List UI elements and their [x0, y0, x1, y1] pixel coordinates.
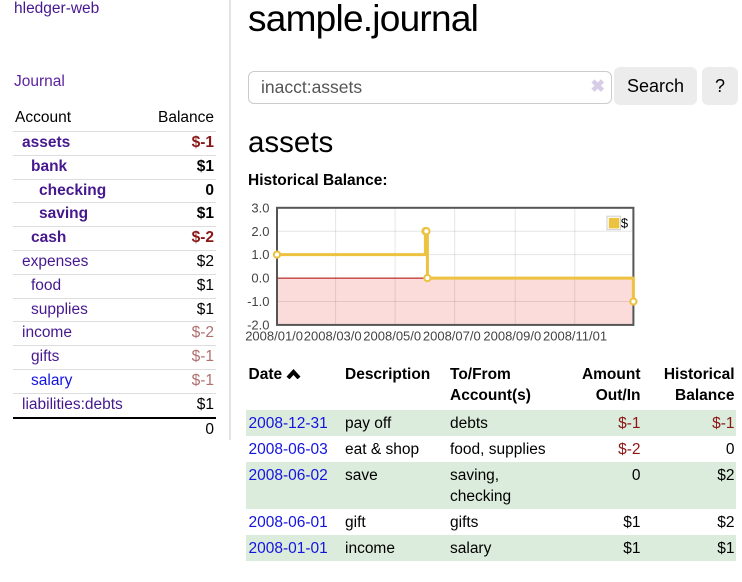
svg-text:2008/01/0: 2008/01/0 [245, 328, 303, 343]
svg-text:2008/03/0: 2008/03/0 [304, 328, 362, 343]
svg-text:2008/05/0: 2008/05/0 [363, 328, 421, 343]
svg-text:2008/09/0: 2008/09/0 [483, 328, 541, 343]
svg-text:2.0: 2.0 [251, 224, 269, 239]
svg-text:2008/11/01: 2008/11/01 [543, 328, 607, 343]
svg-text:-1.0: -1.0 [247, 294, 269, 309]
svg-text:$: $ [621, 215, 629, 230]
svg-text:3.0: 3.0 [251, 200, 269, 215]
svg-text:-2.0: -2.0 [247, 318, 269, 333]
svg-text:0.0: 0.0 [251, 271, 269, 286]
svg-text:2008/07/0: 2008/07/0 [423, 328, 481, 343]
svg-text:1.0: 1.0 [251, 247, 269, 262]
